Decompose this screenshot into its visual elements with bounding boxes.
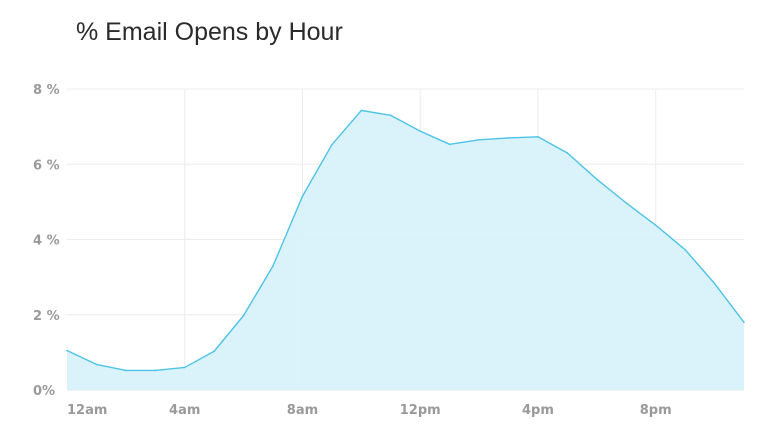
x-tick-label-0: 12am [67, 403, 107, 418]
x-tick-label-1: 4am [169, 403, 200, 418]
data-point-1 [95, 363, 98, 366]
x-tick-label-2: 8am [287, 403, 318, 418]
data-point-3 [154, 369, 157, 372]
data-point-18 [596, 178, 598, 181]
y-tick-label-1: 2 % [33, 309, 60, 324]
y-tick-label-0: 0% [33, 384, 55, 399]
x-tick-label-4: 4pm [522, 403, 554, 418]
data-point-4 [183, 366, 186, 369]
y-tick-label-2: 4 % [33, 234, 60, 249]
data-point-17 [566, 152, 569, 154]
data-point-2 [125, 369, 127, 372]
chart-title: % Email Opens by Hour [76, 18, 343, 46]
data-point-16 [537, 135, 539, 138]
data-point-19 [625, 202, 628, 204]
data-point-15 [507, 137, 510, 139]
data-point-23 [743, 321, 745, 324]
data-point-6 [242, 314, 245, 317]
x-axis-ticks: 12am 4am 8am 12pm 4pm 8pm [67, 403, 672, 418]
data-point-13 [448, 143, 451, 146]
data-point-14 [478, 138, 480, 141]
data-point-5 [213, 350, 215, 353]
data-point-9 [331, 143, 333, 146]
data-point-21 [684, 248, 686, 251]
data-point-10 [360, 109, 363, 112]
y-tick-label-4: 8 % [33, 83, 60, 98]
x-tick-label-3: 12pm [400, 403, 441, 418]
data-point-11 [389, 114, 392, 117]
area-series [66, 109, 745, 390]
data-point-7 [272, 265, 274, 267]
data-point-22 [713, 282, 716, 285]
y-axis-ticks: 0% 2 % 4 % 6 % 8 % [33, 83, 60, 399]
data-point-12 [419, 130, 422, 132]
area-fill-0 [67, 110, 744, 390]
data-point-0 [66, 349, 68, 352]
x-tick-label-5: 8pm [640, 403, 672, 418]
series-line-0 [66, 109, 745, 372]
y-tick-label-3: 6 % [33, 158, 60, 173]
data-point-8 [301, 195, 304, 198]
data-point-20 [654, 224, 657, 226]
